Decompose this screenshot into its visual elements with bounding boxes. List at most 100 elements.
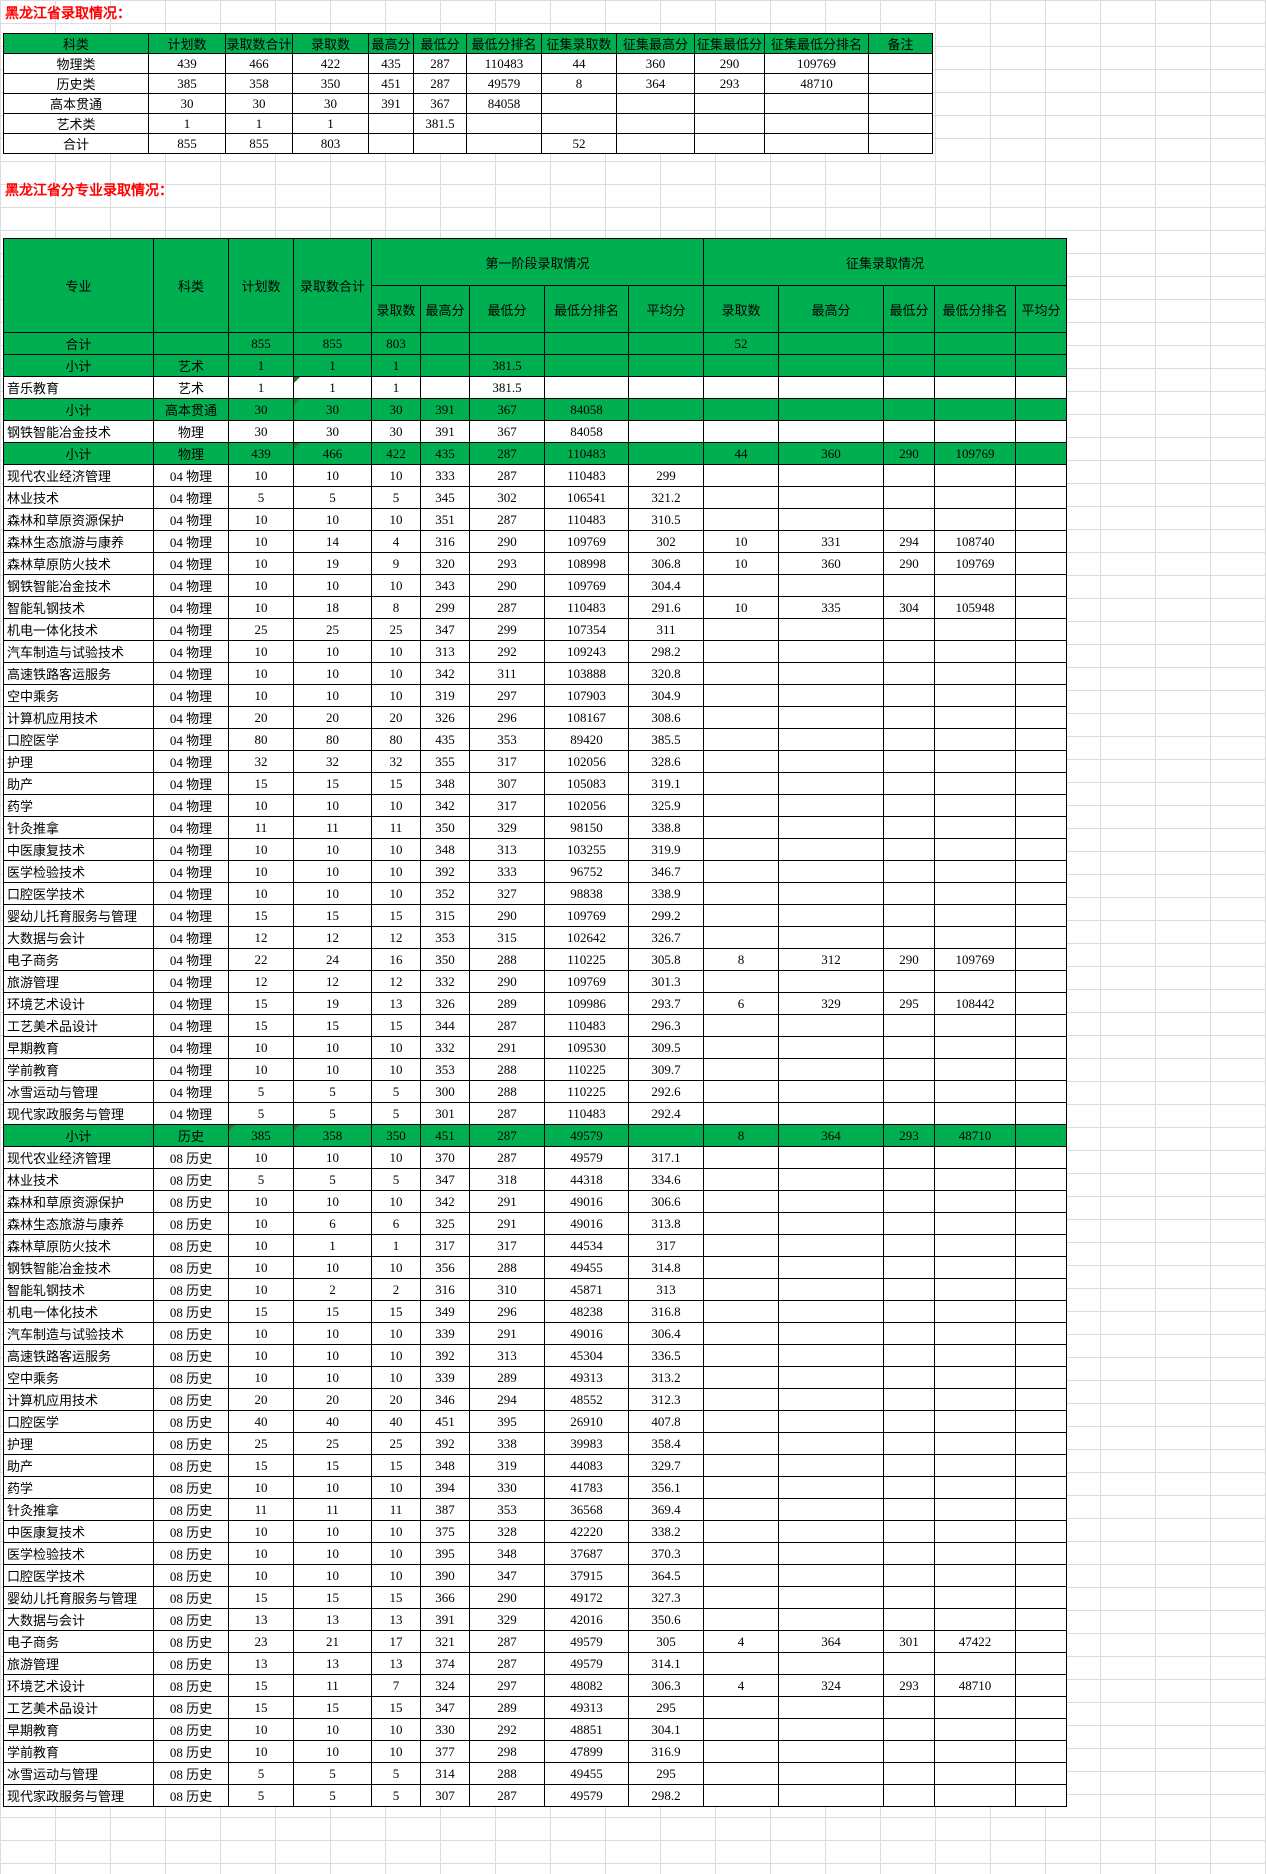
cell bbox=[703, 772, 780, 795]
cell: 313 bbox=[469, 838, 545, 861]
cell: 10 bbox=[371, 662, 421, 685]
cell: 327 bbox=[469, 882, 545, 905]
cell: 婴幼儿托育服务与管理 bbox=[3, 904, 154, 927]
cell: 314.8 bbox=[627, 1256, 705, 1279]
cell bbox=[1015, 1652, 1068, 1675]
cell bbox=[1015, 552, 1068, 575]
cell: 10 bbox=[293, 640, 372, 663]
cell bbox=[883, 1762, 936, 1785]
cell: 30 bbox=[228, 420, 294, 443]
cell: 15 bbox=[371, 1014, 421, 1037]
cell: 350 bbox=[420, 948, 470, 971]
cell bbox=[703, 1586, 780, 1609]
cell: 森林和草原资源保护 bbox=[3, 1190, 154, 1213]
cell: 12 bbox=[371, 970, 421, 993]
cell: 中医康复技术 bbox=[3, 838, 154, 861]
cell: 04 物理 bbox=[153, 948, 229, 971]
cell: 04 物理 bbox=[153, 706, 229, 729]
cell bbox=[1015, 772, 1068, 795]
cell bbox=[1015, 1740, 1068, 1763]
cell bbox=[883, 1190, 936, 1213]
cell: 机电一体化技术 bbox=[3, 618, 154, 641]
cell bbox=[934, 1366, 1017, 1389]
cell: 49016 bbox=[544, 1212, 629, 1235]
cell: 空中乘务 bbox=[3, 1366, 154, 1389]
cell bbox=[934, 1146, 1017, 1169]
cell: 04 物理 bbox=[153, 1102, 229, 1125]
table-row: 旅游管理 08 历史 13 13 13 374 287 49579 314.1 bbox=[3, 1652, 1068, 1675]
cell bbox=[694, 113, 765, 134]
cell bbox=[778, 1542, 885, 1565]
cell: 360 bbox=[778, 552, 885, 575]
cell: 15 bbox=[228, 772, 294, 795]
cell bbox=[1015, 1498, 1068, 1521]
cell: 325 bbox=[420, 1212, 470, 1235]
cell bbox=[883, 1498, 936, 1521]
cell: 11 bbox=[293, 1498, 372, 1521]
cell: 288 bbox=[469, 1080, 545, 1103]
cell: 291.6 bbox=[627, 596, 705, 619]
cell: 11 bbox=[371, 816, 421, 839]
cell: 08 历史 bbox=[153, 1366, 229, 1389]
cell: 103888 bbox=[544, 662, 629, 685]
cell bbox=[703, 1498, 780, 1521]
cell bbox=[778, 1278, 885, 1301]
cell: 345 bbox=[420, 486, 470, 509]
cell: 364.5 bbox=[627, 1564, 705, 1587]
cell bbox=[868, 73, 933, 94]
cell: 290 bbox=[469, 530, 545, 553]
cell: 338.9 bbox=[627, 882, 705, 905]
cell: 287 bbox=[469, 442, 545, 465]
cell bbox=[703, 706, 780, 729]
cell: 19 bbox=[293, 552, 372, 575]
cell: 智能轧钢技术 bbox=[3, 596, 154, 619]
cell: 40 bbox=[293, 1410, 372, 1433]
cell bbox=[934, 354, 1017, 377]
cell: 299 bbox=[469, 618, 545, 641]
cell: 15 bbox=[293, 1300, 372, 1323]
cell bbox=[934, 1454, 1017, 1477]
cell: 47422 bbox=[934, 1630, 1017, 1653]
cell: 298.2 bbox=[627, 640, 705, 663]
cell: 360 bbox=[778, 442, 885, 465]
cell: 小计 bbox=[3, 398, 154, 421]
cell bbox=[1015, 794, 1068, 817]
cell: 小计 bbox=[3, 442, 154, 465]
cell: 49313 bbox=[544, 1696, 629, 1719]
cell bbox=[544, 376, 629, 399]
column-header: 最高分 bbox=[368, 33, 414, 54]
cell bbox=[1015, 464, 1068, 487]
cell: 110483 bbox=[544, 464, 629, 487]
cell bbox=[703, 794, 780, 817]
cell: 10 bbox=[228, 1476, 294, 1499]
cell: 317 bbox=[469, 794, 545, 817]
cell bbox=[934, 1498, 1017, 1521]
cell: 329 bbox=[469, 1608, 545, 1631]
cell: 314.1 bbox=[627, 1652, 705, 1675]
cell bbox=[541, 93, 617, 114]
cell: 313 bbox=[420, 640, 470, 663]
cell bbox=[778, 1520, 885, 1543]
cell: 工艺美术品设计 bbox=[3, 1014, 154, 1037]
cell bbox=[778, 1498, 885, 1521]
cell bbox=[934, 904, 1017, 927]
cell bbox=[703, 1036, 780, 1059]
cell bbox=[1015, 640, 1068, 663]
cell: 10 bbox=[371, 1718, 421, 1741]
cell: 4 bbox=[371, 530, 421, 553]
cell: 39983 bbox=[544, 1432, 629, 1455]
cell: 15 bbox=[293, 1586, 372, 1609]
cell: 385 bbox=[228, 1124, 294, 1147]
cell: 336.5 bbox=[627, 1344, 705, 1367]
cell: 早期教育 bbox=[3, 1036, 154, 1059]
cell bbox=[883, 640, 936, 663]
cell bbox=[1015, 750, 1068, 773]
group-header-stage2: 征集录取情况 bbox=[703, 238, 1068, 286]
cell bbox=[934, 486, 1017, 509]
cell: 10 bbox=[228, 1278, 294, 1301]
cell: 44318 bbox=[544, 1168, 629, 1191]
cell: 10 bbox=[293, 1740, 372, 1763]
cell: 汽车制造与试验技术 bbox=[3, 1322, 154, 1345]
cell: 15 bbox=[371, 1696, 421, 1719]
table-row: 合计 855 855 803 52 bbox=[3, 332, 1068, 355]
